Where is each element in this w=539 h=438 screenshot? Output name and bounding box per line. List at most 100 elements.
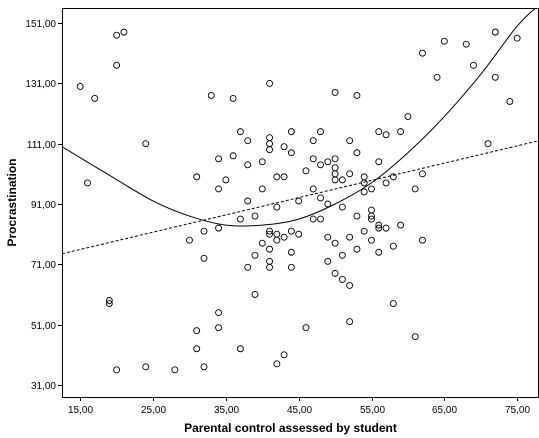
data-point [266, 134, 273, 142]
data-point [266, 263, 273, 271]
data-point [484, 140, 492, 148]
data-point [389, 300, 397, 307]
data-point [331, 155, 339, 163]
data-point [287, 263, 295, 271]
data-point [113, 61, 121, 69]
data-point [368, 236, 375, 244]
data-point [266, 140, 273, 148]
data-point [266, 230, 273, 238]
data-point [200, 254, 208, 262]
y-tick-label: 151,00 [25, 19, 56, 30]
data-point [491, 73, 499, 81]
x-tick-label: 35,00 [214, 405, 239, 416]
data-point [470, 61, 477, 69]
data-point [280, 351, 288, 359]
data-point [171, 366, 179, 374]
data-point [273, 203, 281, 211]
data-point [84, 179, 91, 187]
data-point [91, 95, 99, 102]
data-point [236, 345, 244, 353]
data-point [229, 95, 237, 102]
x-tick-label: 55,00 [360, 405, 385, 416]
data-point [273, 360, 281, 368]
data-point [360, 179, 368, 187]
data-point [251, 291, 259, 298]
data-point [346, 281, 354, 289]
data-point [258, 185, 266, 193]
data-point [353, 149, 361, 157]
data-point [266, 257, 273, 265]
data-point [105, 300, 113, 307]
data-point [244, 263, 252, 271]
data-point [193, 173, 201, 181]
data-point [375, 224, 383, 232]
data-point [309, 185, 317, 193]
data-point [433, 73, 441, 81]
x-tick-label: 65,00 [432, 405, 457, 416]
data-point [287, 248, 295, 256]
data-point [317, 194, 324, 202]
data-point [331, 88, 339, 96]
data-point [368, 215, 375, 223]
data-point [324, 200, 332, 208]
data-point [375, 128, 383, 136]
data-point [309, 155, 317, 163]
data-point [360, 188, 368, 196]
data-point [309, 137, 317, 145]
y-tick-label: 51,00 [31, 321, 56, 332]
data-point [368, 206, 375, 214]
data-point [280, 143, 288, 151]
data-point [258, 158, 266, 166]
data-point [419, 49, 426, 57]
data-point [215, 224, 223, 232]
data-point [302, 324, 310, 332]
data-point [331, 170, 339, 178]
data-point [389, 242, 397, 250]
data-point [302, 167, 310, 175]
data-point [382, 224, 390, 232]
data-point [324, 257, 332, 265]
data-point [236, 128, 244, 136]
data-point [317, 128, 324, 136]
data-point [397, 221, 405, 229]
data-point [273, 173, 281, 181]
data-point [331, 176, 339, 184]
data-point [375, 221, 383, 229]
x-tick-label: 15,00 [68, 405, 93, 416]
data-point [215, 324, 223, 332]
data-point [113, 366, 121, 374]
data-point [193, 345, 201, 353]
x-tick-label: 75,00 [505, 405, 530, 416]
data-point [324, 158, 332, 166]
data-point [331, 269, 339, 277]
data-point [411, 333, 419, 341]
data-point [200, 363, 208, 371]
data-point [331, 164, 339, 172]
data-point [273, 236, 281, 244]
data-point [215, 155, 223, 163]
x-tick-label: 25,00 [141, 405, 166, 416]
data-point [266, 227, 273, 235]
data-point [353, 91, 361, 99]
data-point [229, 152, 237, 160]
data-point [491, 28, 499, 36]
data-point [353, 212, 361, 220]
data-point [244, 137, 252, 145]
data-point [375, 158, 383, 166]
data-point [368, 212, 375, 220]
data-point [360, 227, 368, 235]
data-point [222, 176, 230, 184]
x-tick-label: 45,00 [287, 405, 312, 416]
data-point [295, 230, 303, 238]
data-point [353, 245, 361, 253]
data-point [411, 185, 419, 193]
data-point [338, 275, 346, 283]
data-point [389, 173, 397, 181]
y-tick-label: 71,00 [31, 260, 56, 271]
data-point [419, 236, 426, 244]
data-point [244, 197, 252, 205]
data-point [185, 236, 193, 244]
data-point [200, 227, 208, 235]
